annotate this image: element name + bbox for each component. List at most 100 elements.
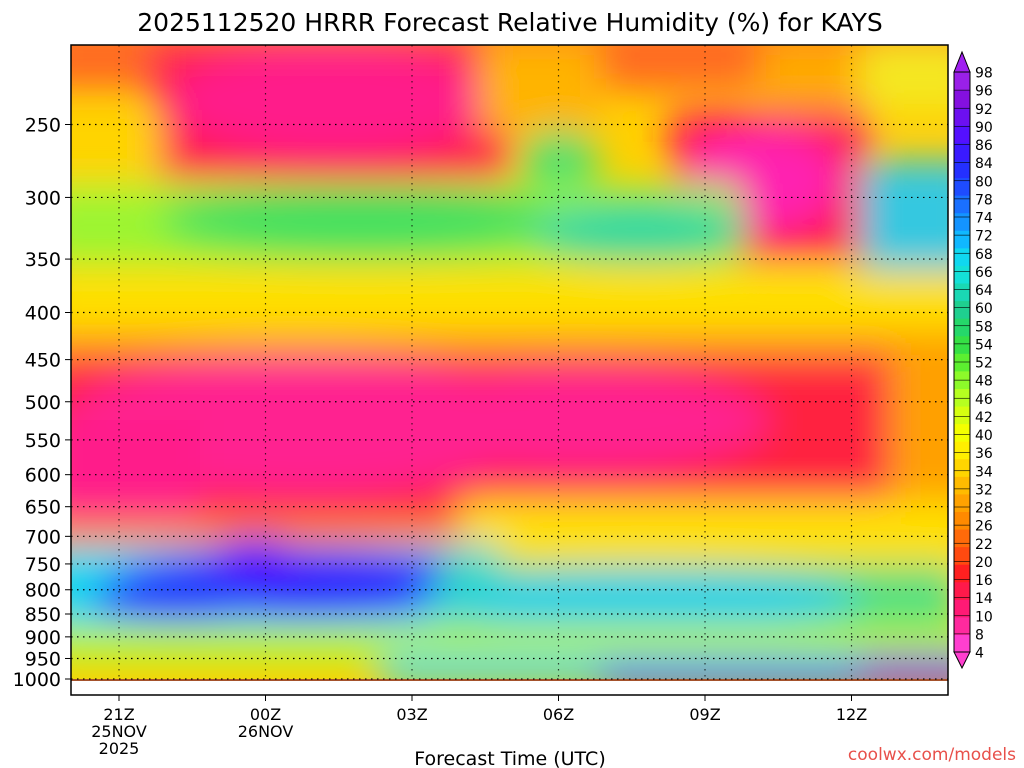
y-tick-label: 500: [25, 392, 61, 414]
colorbar-label: 72: [975, 229, 993, 245]
y-tick-label: 600: [25, 465, 61, 487]
colorbar-label: 60: [975, 301, 993, 317]
colorbar-band: [954, 124, 970, 143]
colorbar-label: 40: [975, 428, 993, 444]
colorbar-label: 86: [975, 138, 993, 154]
colorbar-band: [954, 335, 970, 354]
y-tick-label: 950: [25, 648, 61, 670]
colorbar-band: [954, 599, 970, 618]
x-tick-label: 12Z: [836, 705, 867, 724]
colorbar-band: [954, 458, 970, 477]
colorbar-label: 34: [975, 464, 993, 480]
colorbar-band: [954, 107, 970, 126]
colorbar-band: [954, 265, 970, 284]
colorbar-label: 4: [975, 646, 984, 662]
colorbar-band: [954, 72, 970, 91]
x-tick-label: 03Z: [396, 705, 427, 724]
colorbar-label: 36: [975, 446, 993, 462]
colorbar-band: [954, 247, 970, 266]
colorbar-max-arrow: [953, 50, 971, 73]
colorbar-label: 22: [975, 537, 993, 553]
colorbar-band: [954, 195, 970, 214]
colorbar-band: [954, 212, 970, 231]
colorbar-band: [954, 159, 970, 179]
colorbar-band: [954, 511, 970, 530]
x-tick-label: 00Z: [250, 705, 281, 724]
colorbar-label: 46: [975, 392, 993, 408]
colorbar-label: 66: [975, 265, 993, 281]
credit-text: coolwx.com/models: [848, 745, 1016, 765]
colorbar-label: 26: [975, 519, 993, 535]
colorbar-label: 84: [975, 156, 993, 172]
colorbar-label: 10: [975, 609, 993, 625]
colorbar-band: [954, 634, 970, 653]
colorbar-band: [954, 230, 970, 249]
colorbar-label: 14: [975, 591, 993, 607]
grid-lines: [71, 45, 948, 680]
colorbar-label: 54: [975, 337, 993, 353]
surface-ground: [71, 679, 948, 681]
colorbar-band: [954, 616, 970, 636]
chart-title: 2025112520 HRRR Forecast Relative Humidi…: [137, 8, 882, 37]
y-tick-label: 650: [25, 497, 61, 519]
colorbar-band: [954, 142, 970, 161]
x-axis-label: Forecast Time (UTC): [414, 748, 605, 768]
colorbar-band: [954, 89, 970, 108]
y-tick-label: 1000: [13, 669, 61, 691]
colorbar-label: 20: [975, 555, 993, 571]
colorbar-label: 96: [975, 84, 993, 100]
y-tick-label: 250: [25, 115, 61, 137]
colorbar-band: [954, 177, 970, 196]
y-tick-label: 750: [25, 554, 61, 576]
colorbar-band: [954, 528, 970, 548]
y-tick-label: 800: [25, 580, 61, 602]
plot-frame: [70, 44, 949, 696]
y-tick-label: 700: [25, 526, 61, 548]
humidity-field: [71, 45, 948, 681]
y-tick-label: 450: [25, 350, 61, 372]
colorbar-label: 8: [975, 627, 984, 643]
colorbar-band: [954, 476, 970, 495]
colorbar-band: [954, 423, 970, 442]
y-tick-label: 900: [25, 627, 61, 649]
colorbar-band: [954, 405, 970, 425]
y-tick-label: 400: [25, 302, 61, 324]
colorbar-label: 74: [975, 211, 993, 227]
colorbar-band: [954, 388, 970, 407]
colorbar-band: [954, 493, 970, 512]
colorbar-label: 64: [975, 283, 993, 299]
plot-area: [71, 45, 948, 681]
pressure-axis: 2503003504004505005506006507007508008509…: [13, 115, 71, 691]
colorbar-label: 32: [975, 482, 993, 498]
colorbar-band: [954, 300, 970, 319]
colorbar-label: 48: [975, 374, 993, 390]
x-tick-label: 25NOV: [91, 722, 147, 741]
y-tick-label: 350: [25, 249, 61, 271]
colorbar-label: 16: [975, 573, 993, 589]
colorbar-label: 80: [975, 174, 993, 190]
y-tick-label: 850: [25, 604, 61, 626]
x-tick-label: 26NOV: [238, 722, 294, 741]
colorbar-band: [954, 282, 970, 302]
colorbar-label: 98: [975, 66, 993, 82]
y-tick-label: 300: [25, 187, 61, 209]
x-tick-label: 06Z: [543, 705, 574, 724]
colorbar-label: 90: [975, 120, 993, 136]
x-tick-label: 09Z: [689, 705, 720, 724]
colorbar-label: 52: [975, 356, 993, 372]
x-tick-label: 21Z: [103, 705, 134, 724]
colorbar-band: [954, 318, 970, 337]
colorbar-min-arrow: [953, 651, 971, 670]
colorbar-label: 68: [975, 247, 993, 263]
x-tick-label: 2025: [99, 739, 140, 758]
colorbar-label: 28: [975, 501, 993, 517]
colorbar-band: [954, 564, 970, 583]
colorbar-label: 92: [975, 102, 993, 118]
colorbar-label: 78: [975, 192, 993, 208]
colorbar-band: [954, 546, 970, 565]
colorbar-band: [954, 581, 970, 600]
colorbar-label: 58: [975, 319, 993, 335]
y-tick-label: 550: [25, 430, 61, 452]
